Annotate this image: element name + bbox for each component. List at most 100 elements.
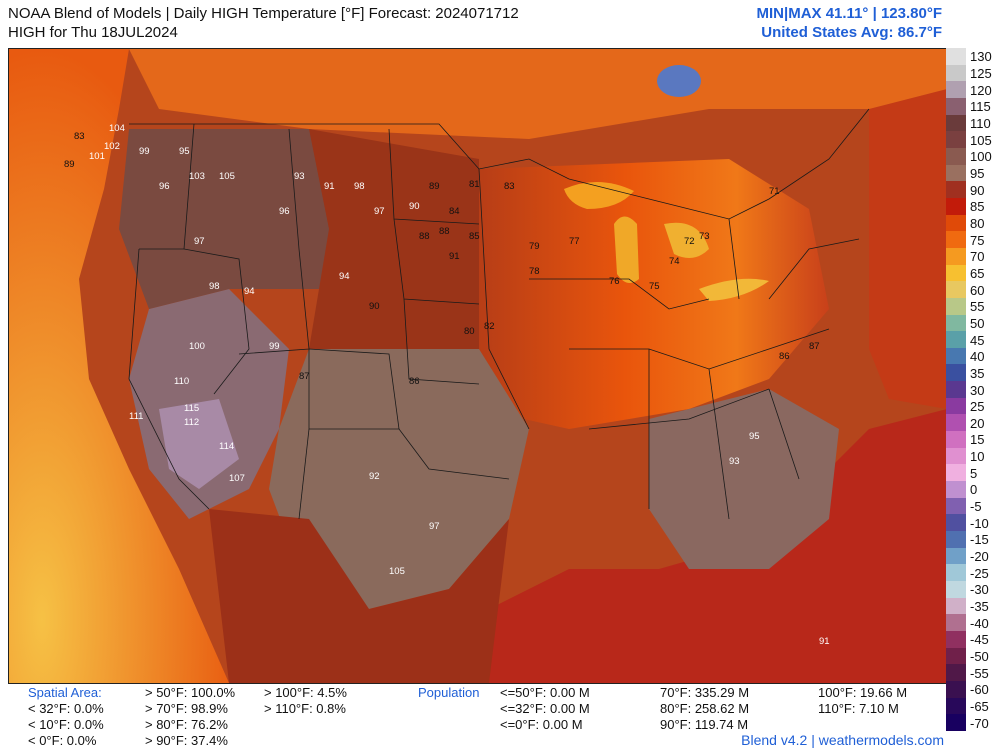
population-col4: <=50°F: 0.00 M <=32°F: 0.00 M <=0°F: 0.0… <box>500 685 590 733</box>
colorbar-tick-label: -45 <box>970 632 989 648</box>
lake-superior <box>564 181 634 209</box>
colorbar-segment <box>946 664 966 681</box>
station-value: 99 <box>139 146 150 157</box>
station-value: 98 <box>209 281 220 292</box>
station-value: 107 <box>229 473 245 484</box>
colorbar-tick-label: 45 <box>970 332 985 348</box>
death-valley-hot <box>159 399 239 489</box>
colorbar-segment <box>946 581 966 598</box>
station-value: 85 <box>469 231 480 242</box>
colorbar-segment <box>946 264 966 282</box>
colorbar-tick-label: 10 <box>970 449 985 465</box>
colorbar-tick-label: 100 <box>970 149 992 165</box>
colorbar-segment <box>946 397 966 415</box>
stat-item: > 110°F: 0.8% <box>264 701 346 716</box>
title-line1: NOAA Blend of Models | Daily HIGH Temper… <box>8 5 519 22</box>
station-value: 83 <box>74 131 85 142</box>
colorbar-tick-label: 50 <box>970 315 985 331</box>
min-max-label: MIN|MAX 41.11° | 123.80°F <box>756 5 942 22</box>
southern-plains <box>269 349 529 609</box>
colorbar-tick-label: 60 <box>970 282 985 298</box>
eastern-heat-region <box>459 159 829 429</box>
station-value: 81 <box>469 179 480 190</box>
colorbar-segment <box>946 64 966 82</box>
station-value: 77 <box>569 236 580 247</box>
stat-item: < 32°F: 0.0% <box>28 701 104 716</box>
colorbar-segment <box>946 81 966 98</box>
colorbar-tick-label: -50 <box>970 649 989 665</box>
colorbar-tick-label: 40 <box>970 349 985 365</box>
station-value: 115 <box>184 403 199 414</box>
stat-item: <=50°F: 0.00 M <box>500 685 590 700</box>
colorbar-segment <box>946 514 966 532</box>
stat-item: 100°F: 19.66 M <box>818 685 908 700</box>
stat-item: > 80°F: 76.2% <box>145 717 228 732</box>
atlantic-north <box>869 89 947 409</box>
stat-item: > 90°F: 37.4% <box>145 733 228 748</box>
station-value: 82 <box>484 321 495 332</box>
temperature-colorbar <box>946 48 966 731</box>
colorbar-segment <box>946 381 966 398</box>
station-value: 105 <box>389 566 405 577</box>
colorbar-tick-label: 85 <box>970 199 985 215</box>
colorbar-segment <box>946 564 966 581</box>
spatial-area-col3: > 100°F: 4.5% > 110°F: 0.8% <box>264 685 347 717</box>
station-value: 93 <box>294 171 305 182</box>
station-value: 86 <box>779 351 790 362</box>
colorbar-tick-label: 95 <box>970 165 985 181</box>
colorbar-tick-label: 105 <box>970 132 992 148</box>
station-value: 75 <box>649 281 660 292</box>
spatial-area-col2: > 50°F: 100.0% > 70°F: 98.9% > 80°F: 76.… <box>145 685 235 749</box>
station-value: 110 <box>174 376 189 387</box>
colorbar-tick-label: 115 <box>970 99 991 115</box>
station-value: 112 <box>184 417 199 428</box>
station-value: 97 <box>194 236 205 247</box>
colorbar-tick-label: -70 <box>970 715 989 731</box>
station-value: 91 <box>449 251 460 262</box>
station-value: 103 <box>189 171 205 182</box>
station-value: 92 <box>369 471 380 482</box>
colorbar-tick-label: 110 <box>970 115 991 131</box>
station-value: 104 <box>109 123 125 134</box>
colorbar-tick-label: 0 <box>970 482 978 498</box>
colorbar-tick-label: -5 <box>970 499 982 515</box>
colorbar-tick-label: -40 <box>970 615 989 631</box>
northern-plains <box>309 129 479 349</box>
stat-item: > 70°F: 98.9% <box>145 701 228 716</box>
southeast <box>649 389 839 569</box>
colorbar-tick-label: -25 <box>970 565 989 581</box>
colorbar-segment <box>946 464 966 482</box>
intermountain <box>119 129 339 309</box>
footer-credit[interactable]: Blend v4.2 | weathermodels.com <box>741 732 944 748</box>
colorbar-tick-label: 75 <box>970 232 985 248</box>
spatial-area-col1: Spatial Area: < 32°F: 0.0% < 10°F: 0.0% … <box>28 685 104 749</box>
colorbar-tick-label: -30 <box>970 582 989 598</box>
colorbar-tick-label: 130 <box>970 49 992 65</box>
temperature-map: 104 83 101 102 99 95 97 89 96 103 105 94… <box>8 48 948 684</box>
lake-huron <box>664 222 709 258</box>
colorbar-tick-label: 30 <box>970 382 985 398</box>
stat-item: 90°F: 119.74 M <box>660 717 749 732</box>
station-value: 89 <box>64 159 75 170</box>
station-value: 78 <box>529 266 540 277</box>
station-value: 84 <box>449 206 460 217</box>
colorbar-segment <box>946 247 966 265</box>
colorbar-segment <box>946 147 966 165</box>
colorbar-segment <box>946 347 966 365</box>
colorbar-tick-label: 5 <box>970 465 978 481</box>
station-value: 86 <box>409 376 420 387</box>
station-value: 90 <box>409 201 420 212</box>
map-svg: 104 83 101 102 99 95 97 89 96 103 105 94… <box>9 49 947 683</box>
us-average-label: United States Avg: 86.7°F <box>761 24 942 41</box>
colorbar-segment <box>946 630 966 648</box>
station-value: 71 <box>769 186 780 197</box>
colorbar-segment <box>946 447 966 465</box>
station-value: 73 <box>699 231 710 242</box>
colorbar-segment <box>946 714 966 731</box>
lake-erie <box>699 278 769 301</box>
stat-item: > 50°F: 100.0% <box>145 685 236 700</box>
colorbar-tick-label: -15 <box>970 532 989 548</box>
colorbar-tick-label: 90 <box>970 182 985 198</box>
stat-item: < 0°F: 0.0% <box>28 733 97 748</box>
station-value: 95 <box>749 431 760 442</box>
